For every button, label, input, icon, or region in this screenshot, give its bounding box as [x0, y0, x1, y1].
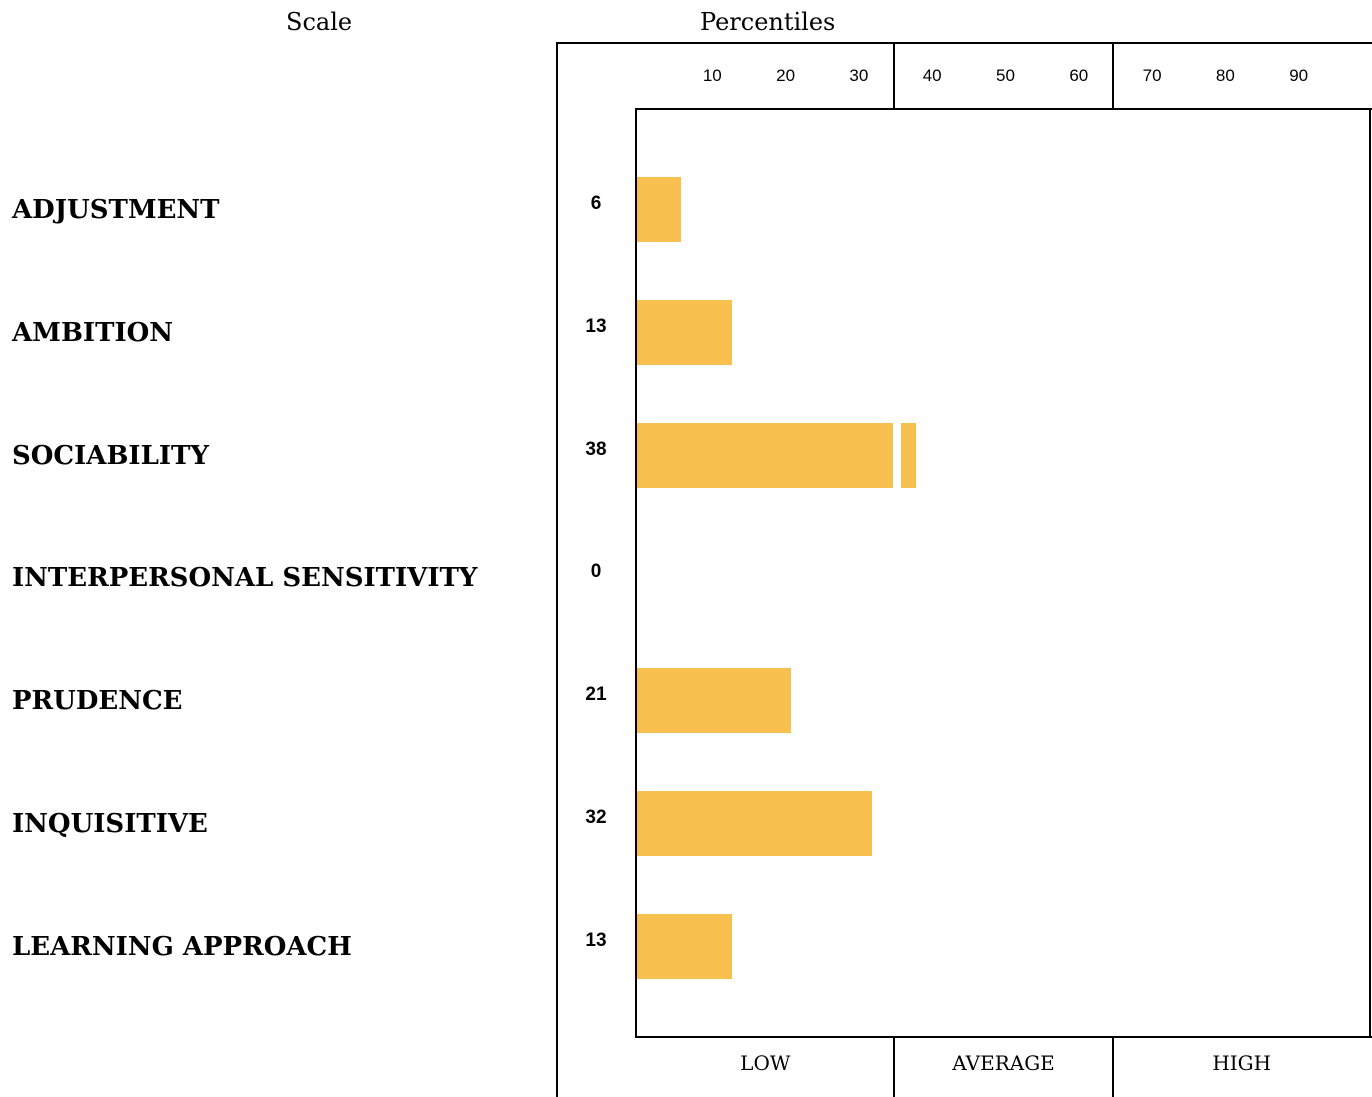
- bar: [637, 668, 791, 734]
- bar: [637, 177, 681, 242]
- band-separator-top: [1112, 42, 1114, 108]
- band-separator-top: [893, 42, 895, 108]
- band-label-average: AVERAGE: [952, 1051, 1055, 1075]
- scale-header: Scale: [286, 8, 353, 36]
- x-tick-label: 20: [776, 66, 796, 85]
- x-tick-label: 90: [1289, 66, 1309, 85]
- bar: [637, 791, 872, 856]
- scale-label: SOCIABILITY: [12, 440, 209, 471]
- x-tick-label: 40: [922, 66, 942, 85]
- x-tick-label: 80: [1215, 66, 1235, 85]
- plot-frame-right: [1369, 108, 1371, 1038]
- value-label: 21: [585, 684, 607, 706]
- bar: [637, 299, 733, 365]
- band-separator-bottom: [1112, 1036, 1114, 1097]
- x-tick-label: 50: [996, 66, 1015, 85]
- bar-continuation: [900, 422, 916, 488]
- plot-frame-top: [635, 108, 1372, 110]
- band-separator-bottom: [893, 1036, 895, 1097]
- value-label: 32: [585, 807, 607, 828]
- outer-frame-top: [556, 42, 1372, 44]
- x-tick-label: 10: [702, 66, 722, 85]
- band-label-high: HIGH: [1212, 1051, 1272, 1075]
- x-tick-label: 70: [1142, 66, 1162, 85]
- scale-label: AMBITION: [12, 317, 174, 348]
- scale-label: PRUDENCE: [12, 686, 183, 717]
- plot-frame-bottom: [635, 1036, 1372, 1038]
- value-label: 6: [590, 193, 602, 214]
- bar: [637, 913, 733, 979]
- value-label: 0: [590, 561, 602, 583]
- value-label: 13: [585, 315, 607, 337]
- x-tick-label: 30: [849, 66, 869, 85]
- scale-label: ADJUSTMENT: [12, 195, 220, 225]
- scale-label: INQUISITIVE: [12, 809, 208, 839]
- value-label: 38: [585, 438, 607, 460]
- percentiles-header: Percentiles: [700, 8, 836, 36]
- scale-label: INTERPERSONAL SENSITIVITY: [12, 563, 478, 594]
- band-label-low: LOW: [740, 1051, 791, 1075]
- plot-frame-left: [635, 108, 637, 1038]
- scale-label: LEARNING APPROACH: [12, 931, 352, 962]
- x-tick-label: 60: [1069, 66, 1089, 85]
- value-label: 13: [585, 929, 607, 951]
- outer-frame-left: [556, 42, 558, 1097]
- bar: [637, 422, 893, 488]
